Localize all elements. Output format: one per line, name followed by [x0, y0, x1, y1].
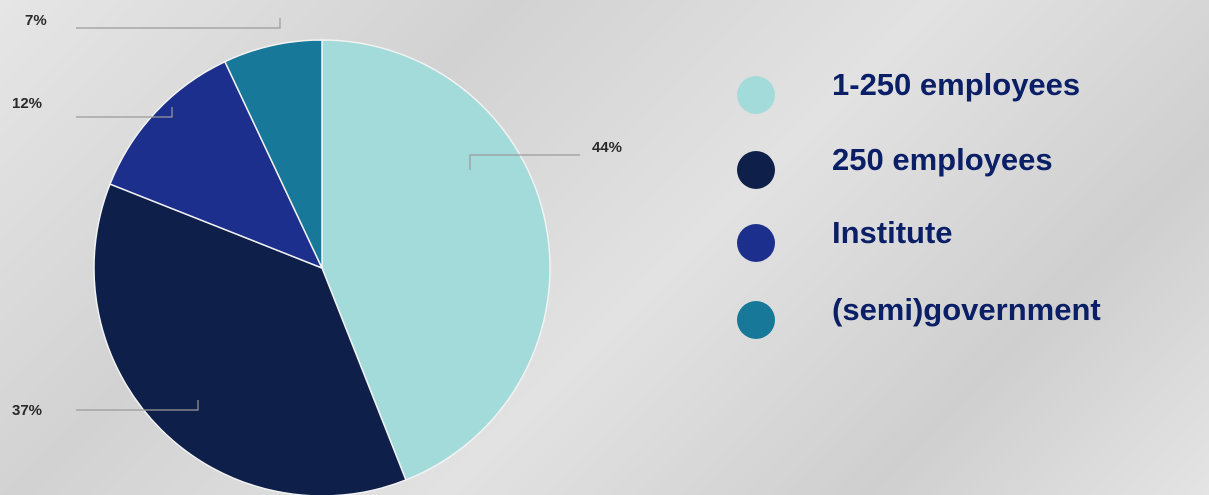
legend-label-1: 1-250 employees [832, 67, 1080, 102]
legend-marker-1 [737, 76, 775, 114]
slice-percent-label-3: 12% [12, 95, 42, 112]
callout-line-4 [76, 18, 281, 29]
slice-percent-label-1: 44% [592, 139, 622, 156]
legend-marker-4 [737, 301, 775, 339]
pie-slice-3 [109, 60, 324, 270]
callout-line-2 [76, 400, 199, 411]
legend-label-2: 250 employees [832, 142, 1053, 177]
legend: 1-250 employees 250 employees Institute (se… [737, 67, 1101, 339]
slice-callouts: 44% 37% 12% 7% [12, 12, 622, 419]
legend-marker-2 [737, 151, 775, 189]
legend-label-4: (semi)government [832, 292, 1101, 327]
slice-percent-label-4: 7% [25, 12, 47, 29]
pie-slice-4 [223, 39, 323, 269]
legend-marker-3 [737, 224, 775, 262]
callout-line-1 [469, 154, 580, 170]
pie-slices [93, 39, 551, 495]
slice-percent-label-2: 37% [12, 402, 42, 419]
callout-line-3 [76, 107, 173, 118]
pie-slice-2 [93, 183, 407, 495]
legend-label-3: Institute [832, 215, 953, 250]
pie-slice-1 [321, 39, 551, 481]
